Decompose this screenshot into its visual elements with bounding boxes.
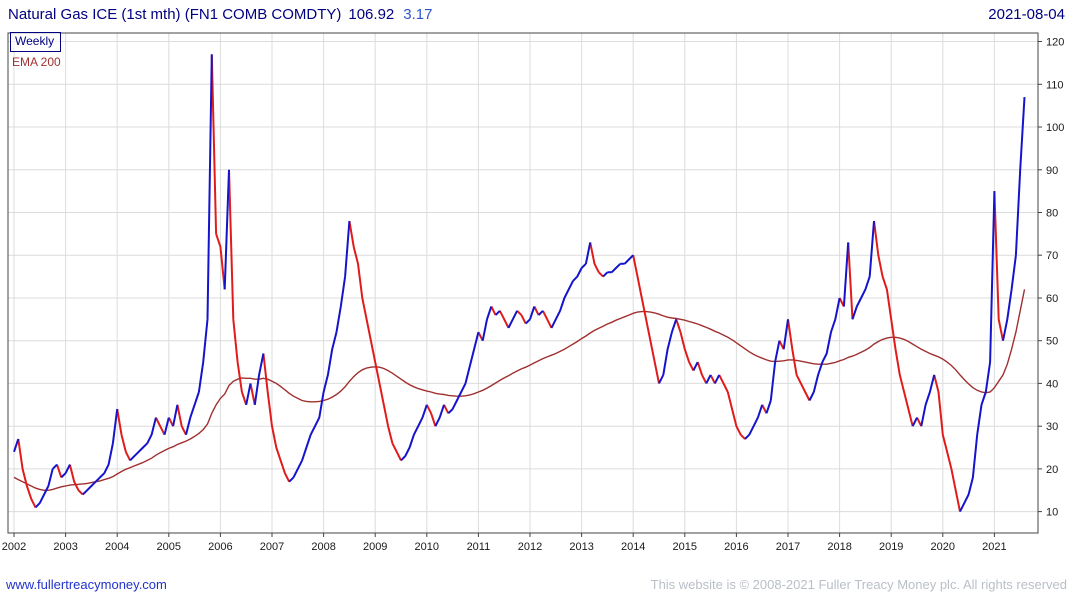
chart-area: 10 20 30 40 50 60 70 80 90 100 110 120 2002 2003 2004 2…	[0, 25, 1075, 570]
price-chart-canvas[interactable]: 10 20 30 40 50 60 70 80 90 100 110 120 2002 2003 2004 2…	[0, 25, 1075, 570]
x-axis-label: 2021	[982, 541, 1006, 553]
x-axis-label: 2016	[724, 541, 748, 553]
y-axis-label: 100	[1046, 122, 1064, 134]
y-axis-label: 120	[1046, 37, 1064, 49]
y-axis-label: 30	[1046, 421, 1058, 433]
x-axis-label: 2013	[569, 541, 593, 553]
y-axis-label: 40	[1046, 378, 1058, 390]
x-axis-label: 2012	[518, 541, 542, 553]
x-axis-label: 2005	[157, 541, 181, 553]
x-axis-label: 2020	[931, 541, 955, 553]
x-axis-label: 2009	[363, 541, 387, 553]
chart-date: 2021-08-04	[988, 6, 1065, 23]
chart-header: Natural Gas ICE (1st mth) (FN1 COMB COMD…	[0, 0, 1075, 23]
price-change: 3.17	[403, 6, 433, 23]
y-axis-label: 60	[1046, 293, 1058, 305]
instrument-title: Natural Gas ICE (1st mth) (FN1 COMB COMD…	[8, 6, 342, 23]
site-link[interactable]: www.fullertreacymoney.com	[6, 577, 167, 592]
ema-legend-label: EMA 200	[12, 55, 61, 69]
x-axis-label: 2011	[467, 541, 491, 553]
x-axis-label: 2014	[621, 541, 645, 553]
copyright-text: This website is © 2008-2021 Fuller Treac…	[650, 577, 1067, 592]
x-axis-label: 2015	[673, 541, 697, 553]
title-group: Natural Gas ICE (1st mth) (FN1 COMB COMD…	[8, 6, 432, 23]
plot-frame	[7, 32, 1039, 534]
y-axis-label: 70	[1046, 250, 1058, 262]
x-axis-label: 2003	[53, 541, 77, 553]
x-axis-label: 2008	[311, 541, 335, 553]
chart-legend: Weekly EMA 200	[10, 32, 62, 70]
last-price: 106.92	[348, 6, 395, 23]
timeframe-label: Weekly	[10, 32, 62, 52]
x-axis-label: 2004	[105, 541, 129, 553]
y-axis-label: 20	[1046, 464, 1058, 476]
price-up-segments	[13, 54, 1026, 513]
ema-200-line	[13, 289, 1026, 491]
x-axis-label: 2010	[415, 541, 439, 553]
y-axis-label: 10	[1046, 507, 1058, 519]
x-axis-label: 2006	[208, 541, 232, 553]
x-axis-label: 2002	[2, 541, 26, 553]
y-axis-label: 110	[1046, 79, 1064, 91]
y-axis-label: 90	[1046, 165, 1058, 177]
x-axis-label: 2017	[776, 541, 800, 553]
price-down-segments	[17, 54, 1004, 512]
y-axis-label: 80	[1046, 208, 1058, 220]
x-axis-label: 2019	[879, 541, 903, 553]
x-axis-label: 2018	[827, 541, 851, 553]
x-axis-label: 2007	[260, 541, 284, 553]
y-axis-label: 50	[1046, 336, 1058, 348]
page-footer: www.fullertreacymoney.com This website i…	[0, 572, 1075, 600]
